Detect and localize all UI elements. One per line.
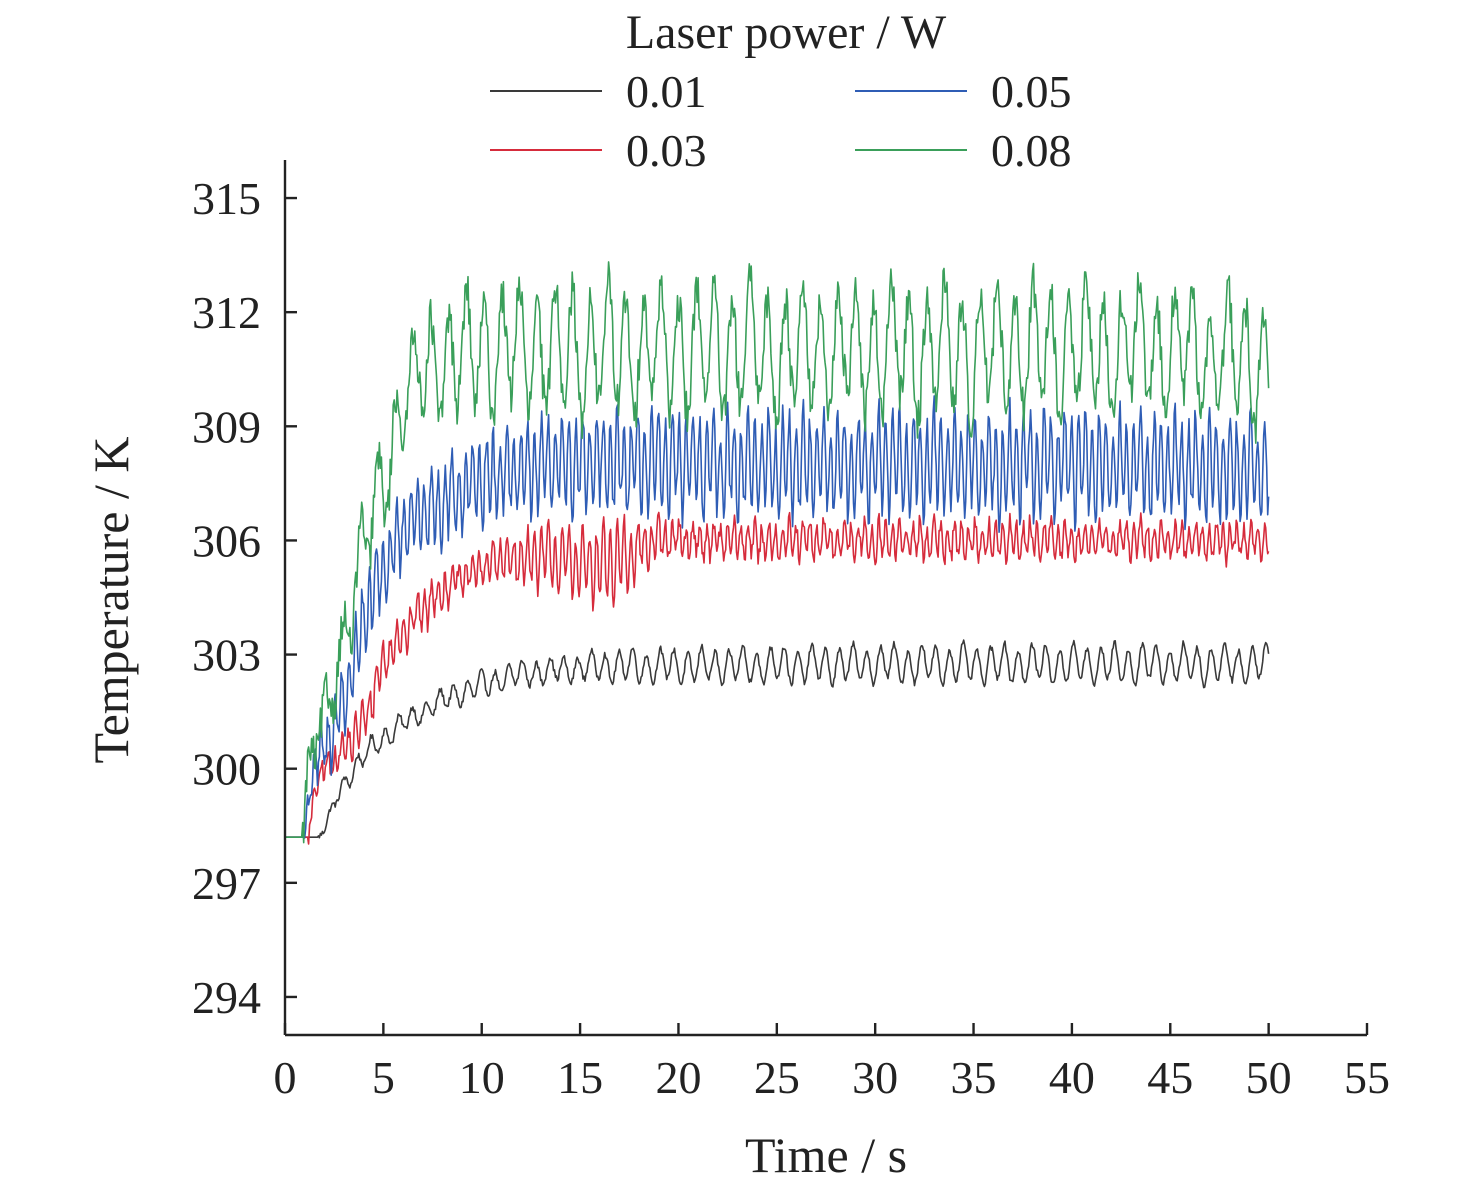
y-tick-label: 315 (192, 173, 261, 224)
y-tick-label: 309 (192, 401, 261, 452)
y-axis-ticks: 294 297 300 303 306 309 312 315 (192, 173, 297, 1023)
legend-label: 0.05 (991, 66, 1072, 117)
x-tick-label: 15 (557, 1052, 603, 1103)
axes (283, 160, 1367, 1037)
legend-title: Laser power / W (626, 6, 947, 59)
x-tick-label: 45 (1147, 1052, 1193, 1103)
y-axis-title: Temperature / K (83, 437, 139, 764)
x-tick-label: 30 (852, 1052, 898, 1103)
legend-label: 0.01 (626, 66, 707, 117)
series-line-0.05 (285, 395, 1270, 839)
plot-area (285, 261, 1270, 845)
x-tick-label: 5 (372, 1052, 395, 1103)
y-tick-label: 312 (192, 287, 261, 338)
x-tick-label: 40 (1049, 1052, 1095, 1103)
x-tick-label: 55 (1344, 1052, 1390, 1103)
x-tick-label: 0 (274, 1052, 297, 1103)
y-tick-label: 300 (192, 744, 261, 795)
y-tick-label: 294 (192, 972, 261, 1023)
series-line-0.01 (285, 639, 1270, 839)
legend: Laser power / W 0.01 0.03 0.05 0.08 (490, 6, 1072, 176)
series-line-0.08 (285, 261, 1270, 844)
series-line-0.03 (285, 511, 1270, 845)
x-axis-title: Time / s (745, 1127, 907, 1183)
x-tick-label: 25 (754, 1052, 800, 1103)
x-tick-label: 50 (1246, 1052, 1292, 1103)
legend-label: 0.03 (626, 125, 707, 176)
x-tick-label: 35 (951, 1052, 997, 1103)
legend-label: 0.08 (991, 125, 1072, 176)
y-tick-label: 306 (192, 515, 261, 566)
x-tick-label: 20 (655, 1052, 701, 1103)
x-axis-ticks: 0 5 10 15 20 25 30 35 40 45 50 55 (274, 1023, 1390, 1103)
y-tick-label: 303 (192, 630, 261, 681)
y-tick-label: 297 (192, 858, 261, 909)
x-tick-label: 10 (459, 1052, 505, 1103)
